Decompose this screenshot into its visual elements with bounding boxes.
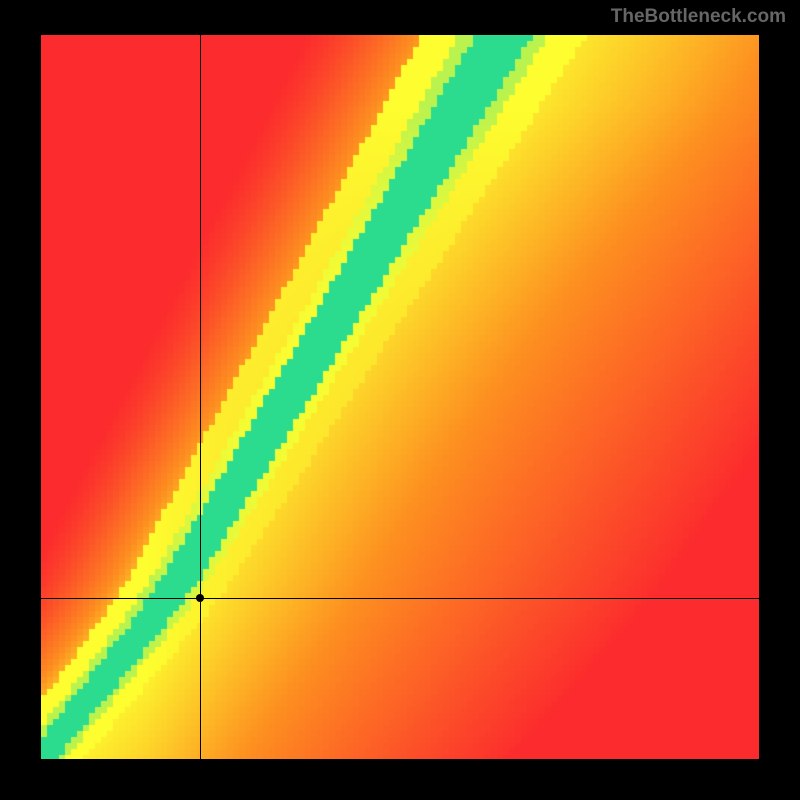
crosshair-vertical: [200, 35, 201, 759]
watermark-text: TheBottleneck.com: [611, 6, 786, 28]
heatmap-canvas: [41, 35, 759, 759]
crosshair-horizontal: [41, 598, 759, 599]
data-point-marker: [196, 594, 204, 602]
heatmap-plot: [41, 35, 759, 759]
